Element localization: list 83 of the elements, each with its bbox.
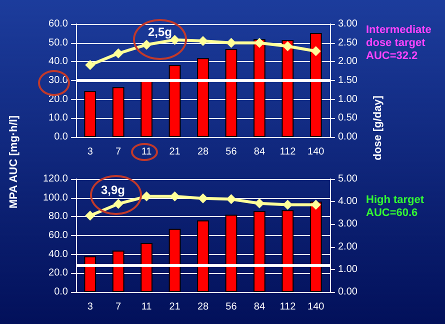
x-tick-label: 140 <box>308 302 325 312</box>
x-tick-label: 7 <box>116 146 122 158</box>
x-tick-label: 7 <box>116 302 122 312</box>
bar <box>168 65 181 137</box>
annotation: 2,5g <box>148 25 172 39</box>
point <box>170 191 180 202</box>
x-tick-label: 56 <box>226 146 238 158</box>
y2-tick-label: 4.00 <box>338 196 358 208</box>
bar <box>84 91 96 137</box>
y2-tick-label: 1.00 <box>338 264 358 275</box>
y2-tick-label: 1.00 <box>338 94 358 105</box>
y-tick-label: 120.0 <box>42 174 68 184</box>
bar <box>112 87 124 137</box>
y-tick-label: 100.0 <box>42 192 68 204</box>
point <box>85 60 96 70</box>
x-tick-label: 21 <box>169 146 181 158</box>
y-tick-label: 10.0 <box>48 112 68 124</box>
y2-tick-label: 0.50 <box>338 112 358 124</box>
y-tick-label: 0.0 <box>54 132 68 142</box>
bar <box>310 202 322 292</box>
point <box>198 193 208 204</box>
bar <box>282 210 294 292</box>
x-tick-label: 112 <box>280 146 296 158</box>
y2-tick-label: 0.00 <box>338 132 358 142</box>
y2-tick-label: 3.00 <box>338 18 358 30</box>
point <box>85 210 96 221</box>
y2-tick-label: 1.50 <box>338 75 358 86</box>
point <box>310 200 321 210</box>
y-tick-label: 0.0 <box>54 286 68 298</box>
bar <box>197 58 209 137</box>
y-tick-label: 50.0 <box>48 37 68 48</box>
x-tick-label: 28 <box>197 146 209 158</box>
x-tick-label: 56 <box>226 302 238 312</box>
bar <box>254 211 266 292</box>
bar <box>197 220 209 292</box>
x-tick-label: 3 <box>87 146 94 158</box>
x-tick-label: 11 <box>141 146 152 158</box>
x-tick-label: 11 <box>141 302 152 312</box>
point <box>113 198 124 209</box>
y-tick-label: 40.0 <box>48 248 68 260</box>
x-tick-label: 28 <box>197 302 209 312</box>
point <box>254 198 264 208</box>
bar <box>112 250 124 292</box>
x-tick-label: 21 <box>169 302 181 312</box>
y-tick-label: 20.0 <box>48 268 68 279</box>
point <box>198 36 208 46</box>
y2-tick-label: 3.00 <box>338 218 358 230</box>
point <box>170 34 180 45</box>
y2-tick-label: 0.00 <box>338 286 358 298</box>
y-tick-label: 60.0 <box>48 18 68 30</box>
bar <box>168 228 181 292</box>
x-tick-label: 140 <box>308 146 325 158</box>
bar <box>225 214 238 292</box>
bar <box>225 49 238 137</box>
point <box>113 48 124 58</box>
point <box>142 40 152 50</box>
y-tick-label: 40.0 <box>48 56 68 68</box>
x-tick-label: 112 <box>280 302 296 312</box>
y2-tick-label: 5.00 <box>338 174 358 184</box>
bar <box>310 33 322 137</box>
annotation: 3,9g <box>100 183 126 197</box>
text: Intermediate dose target AUC=32.2 <box>366 24 432 63</box>
bar <box>140 243 152 292</box>
x-tick-label: 84 <box>254 302 266 312</box>
y-tick-label: 80.0 <box>48 211 68 222</box>
y2-tick-label: 2.50 <box>338 37 358 48</box>
bar <box>254 39 266 137</box>
point <box>226 38 236 48</box>
text: High target AUC=60.6 <box>366 194 424 220</box>
y-tick-label: 60.0 <box>48 230 68 241</box>
x-tick-label: 84 <box>254 146 266 158</box>
bar <box>282 40 294 137</box>
y2-tick-label: 2.00 <box>338 241 358 252</box>
point <box>254 38 264 48</box>
point <box>310 46 321 56</box>
point <box>226 194 236 204</box>
point <box>142 191 152 202</box>
y-axis-title: MPA AUC [mg·h/l] <box>8 115 20 209</box>
y2-axis-title: dose [g/day] <box>372 96 384 160</box>
y2-tick-label: 2.00 <box>338 56 358 68</box>
point <box>282 41 293 52</box>
point <box>282 200 293 210</box>
x-tick-label: 3 <box>87 302 94 312</box>
